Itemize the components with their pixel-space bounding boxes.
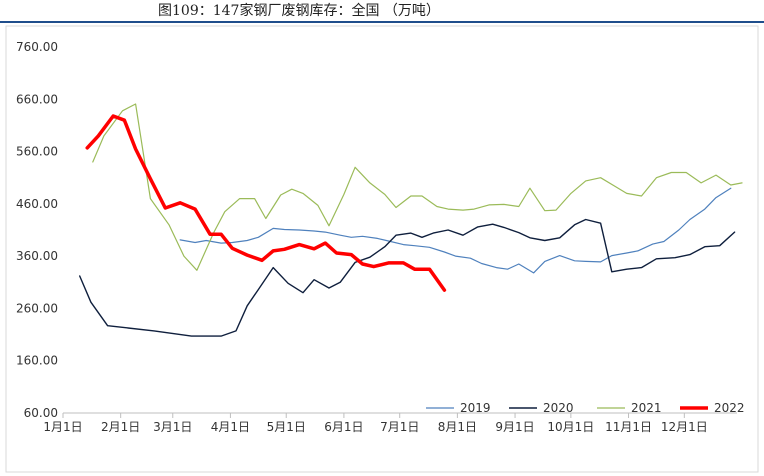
y-tick-label: 160.00 — [16, 354, 58, 368]
series-line-2020 — [78, 218, 736, 337]
title-bar: 图109：147家钢厂废钢库存：全国 （万吨） — [0, 0, 764, 23]
y-axis-ticks: 760.00 660.00 560.00 460.00 360.00 260.00 160.… — [16, 40, 58, 420]
x-tick-label: 11月1日 — [605, 420, 652, 434]
y-tick-label: 460.00 — [16, 197, 58, 211]
y-tick-label: 360.00 — [16, 249, 58, 263]
legend-label-2019: 2019 — [460, 401, 491, 415]
x-axis-ticks: 1月1日 2月1日 3月1日 4月1日 5月1日 6月1日 7月1日 8月1日 9月1日 10月1… — [43, 413, 708, 434]
chart-title: 图109：147家钢厂废钢库存：全国 （万吨） — [158, 3, 440, 19]
line-chart: 760.00 660.00 560.00 460.00 360.00 260.00 160.… — [5, 25, 759, 473]
y-tick-label: 260.00 — [16, 301, 58, 315]
x-tick-label: 7月1日 — [380, 420, 419, 434]
legend-label-2022: 2022 — [714, 401, 745, 415]
x-tick-label: 9月1日 — [495, 420, 534, 434]
chart-border — [5, 25, 759, 473]
y-tick-label: 760.00 — [16, 40, 58, 54]
series-line-2019 — [179, 187, 732, 274]
x-tick-label: 5月1日 — [267, 420, 306, 434]
x-tick-label: 6月1日 — [324, 420, 363, 434]
x-tick-label: 2月1日 — [101, 420, 140, 434]
y-tick-label: 60.00 — [24, 406, 58, 420]
x-tick-label: 4月1日 — [211, 420, 250, 434]
x-tick-label: 10月1日 — [547, 420, 594, 434]
x-tick-label: 1月1日 — [43, 420, 82, 434]
y-tick-label: 560.00 — [16, 145, 58, 159]
title-rule — [0, 21, 764, 23]
x-tick-label: 8月1日 — [438, 420, 477, 434]
legend-label-2021: 2021 — [631, 401, 662, 415]
legend-label-2020: 2020 — [543, 401, 574, 415]
series-line-2021 — [92, 103, 743, 271]
series-lines — [78, 103, 743, 337]
x-tick-label: 3月1日 — [153, 420, 192, 434]
series-line-2022 — [85, 114, 447, 292]
y-tick-label: 660.00 — [16, 92, 58, 106]
legend: 2019 2020 2021 2022 — [426, 401, 745, 415]
x-tick-label: 12月1日 — [661, 420, 708, 434]
